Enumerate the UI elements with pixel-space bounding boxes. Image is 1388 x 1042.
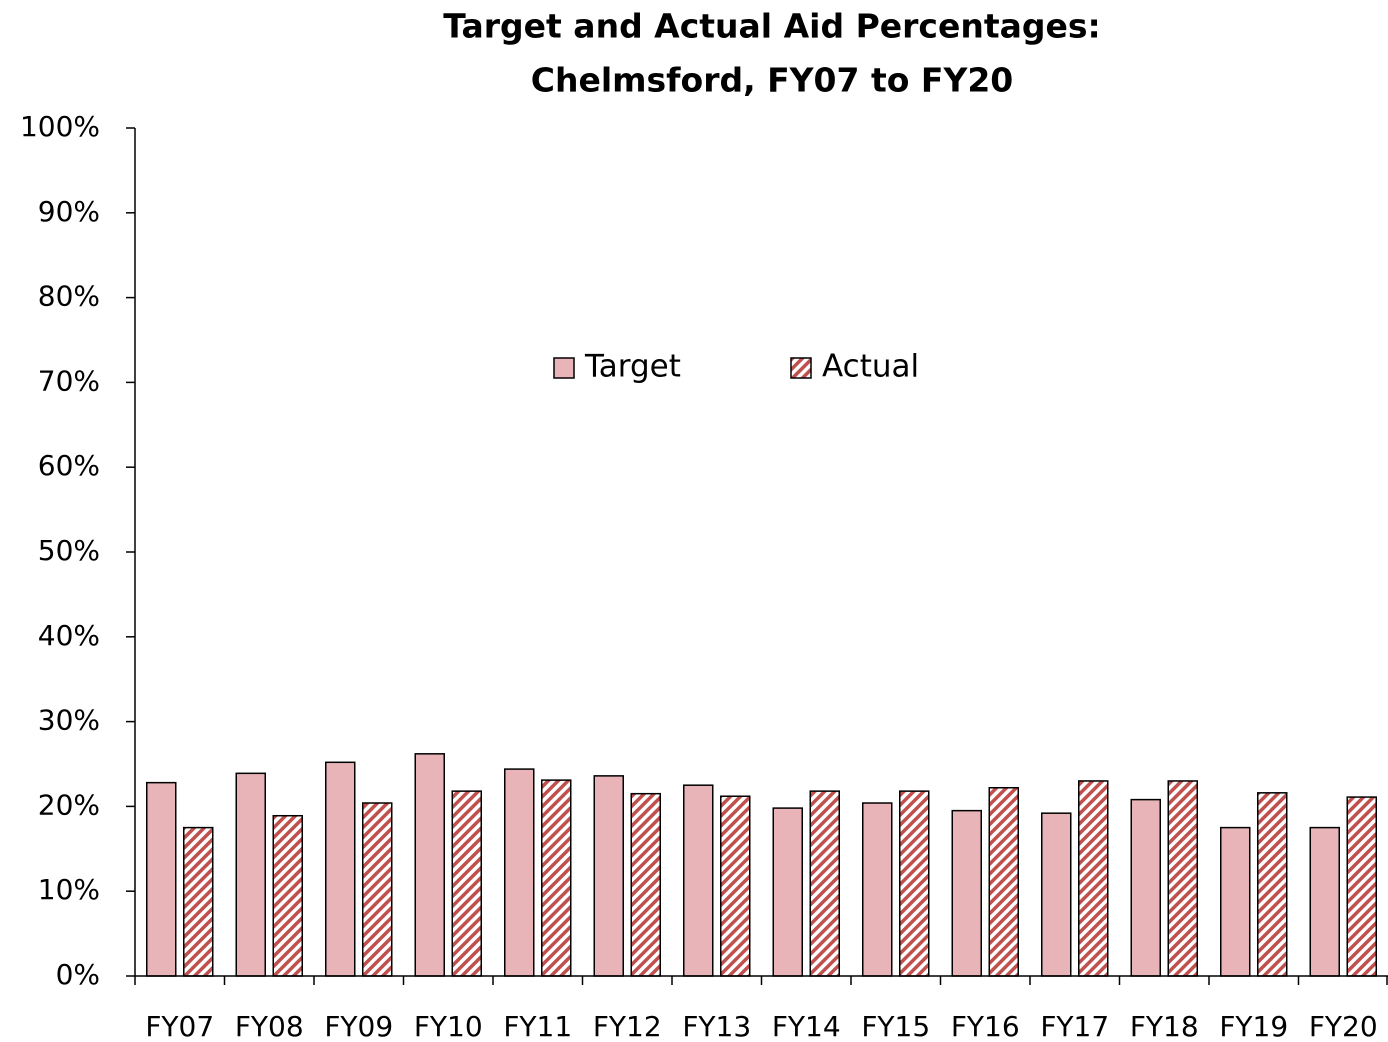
bar — [1346, 796, 1377, 977]
y-tick-label: 100% — [20, 110, 100, 143]
y-tick-label: 50% — [38, 534, 100, 567]
bar — [1220, 826, 1251, 977]
bar — [899, 790, 930, 977]
x-tick-label: FY09 — [324, 1010, 393, 1042]
legend-label: Actual — [822, 349, 919, 385]
legend-label: Target — [584, 349, 681, 385]
x-tick-label: FY20 — [1309, 1010, 1378, 1042]
bar — [183, 826, 214, 977]
bar — [235, 772, 266, 977]
y-tick-label: 60% — [38, 449, 100, 482]
y-tick-label: 80% — [38, 280, 100, 313]
y-tick-label: 90% — [38, 195, 100, 228]
bar — [988, 786, 1019, 977]
y-tick-label: 0% — [56, 958, 100, 991]
bar — [1257, 792, 1288, 977]
bar — [414, 753, 445, 977]
bar — [630, 792, 661, 977]
bar — [862, 802, 893, 977]
x-tick-label: FY07 — [145, 1010, 214, 1042]
bar — [146, 781, 177, 977]
bar — [772, 807, 803, 977]
x-tick-label: FY17 — [1040, 1010, 1109, 1042]
bar — [325, 761, 356, 977]
bar — [1167, 780, 1198, 977]
y-tick-label: 10% — [38, 873, 100, 906]
bar — [1130, 798, 1161, 977]
bar — [951, 809, 982, 977]
x-tick-label: FY14 — [772, 1010, 841, 1042]
x-tick-label: FY18 — [1130, 1010, 1199, 1042]
bar — [362, 802, 393, 977]
bar — [683, 784, 714, 977]
x-tick-label: FY15 — [861, 1010, 930, 1042]
chart-title: Target and Actual Aid Percentages: — [443, 7, 1101, 46]
x-tick-label: FY12 — [593, 1010, 662, 1042]
x-tick-label: FY19 — [1219, 1010, 1288, 1042]
bar — [593, 775, 624, 977]
bar — [720, 795, 751, 977]
y-tick-label: 30% — [38, 704, 100, 737]
legend-swatch — [553, 357, 575, 379]
x-tick-label: FY11 — [503, 1010, 572, 1042]
x-tick-label: FY16 — [951, 1010, 1020, 1042]
y-tick-label: 20% — [38, 788, 100, 821]
y-tick-label: 70% — [38, 364, 100, 397]
bar — [541, 779, 572, 977]
bar — [1041, 812, 1072, 977]
bar — [1078, 780, 1109, 977]
x-tick-label: FY08 — [235, 1010, 304, 1042]
x-tick-label: FY13 — [682, 1010, 751, 1042]
bar — [451, 790, 482, 977]
bar — [809, 790, 840, 977]
bar — [504, 768, 535, 977]
bar — [272, 814, 303, 977]
chart-title: Chelmsford, FY07 to FY20 — [531, 61, 1014, 100]
bar — [1309, 826, 1340, 977]
legend-swatch — [790, 357, 812, 379]
x-tick-label: FY10 — [414, 1010, 483, 1042]
y-tick-label: 40% — [38, 619, 100, 652]
